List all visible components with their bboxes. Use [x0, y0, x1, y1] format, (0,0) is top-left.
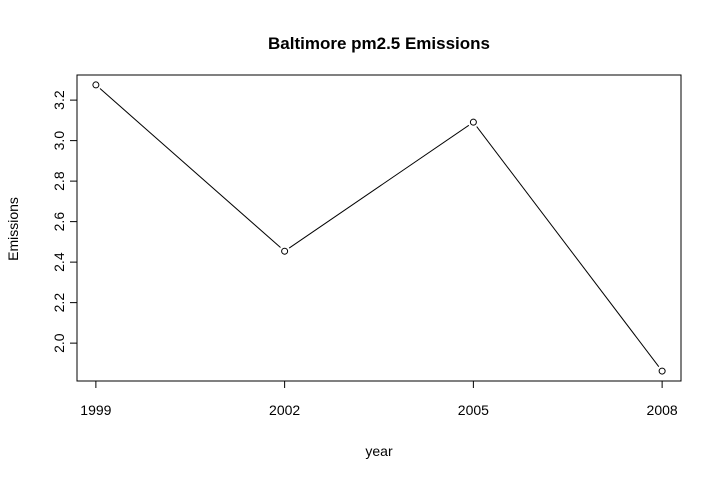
series-line-segment	[476, 126, 660, 367]
chart-title: Baltimore pm2.5 Emissions	[268, 34, 490, 53]
x-axis: 1999 2002 2005 2008	[80, 380, 678, 418]
data-point	[281, 247, 289, 255]
x-tick-label: 2008	[647, 402, 678, 418]
series-line-segment	[288, 124, 470, 249]
y-tick-label: 2.2	[51, 293, 67, 313]
y-tick-label: 3.2	[51, 90, 67, 110]
data-point	[658, 367, 666, 375]
series-line-segment	[99, 88, 281, 248]
y-tick-label: 3.0	[51, 131, 67, 151]
y-tick-label: 2.4	[51, 252, 67, 272]
x-tick-label: 1999	[80, 402, 111, 418]
y-axis-label: Emissions	[5, 197, 21, 261]
y-axis: 2.0 2.2 2.4 2.6 2.8 3.0 3.2	[51, 90, 78, 353]
y-tick-label: 2.0	[51, 333, 67, 353]
emissions-series	[92, 81, 666, 375]
plot-frame	[76, 74, 682, 382]
x-tick-label: 2005	[458, 402, 489, 418]
data-point	[92, 81, 100, 89]
y-tick-label: 2.6	[51, 212, 67, 232]
x-tick-label: 2002	[269, 402, 300, 418]
x-axis-label: year	[365, 443, 393, 459]
data-point	[469, 118, 477, 126]
y-tick-label: 2.8	[51, 171, 67, 191]
